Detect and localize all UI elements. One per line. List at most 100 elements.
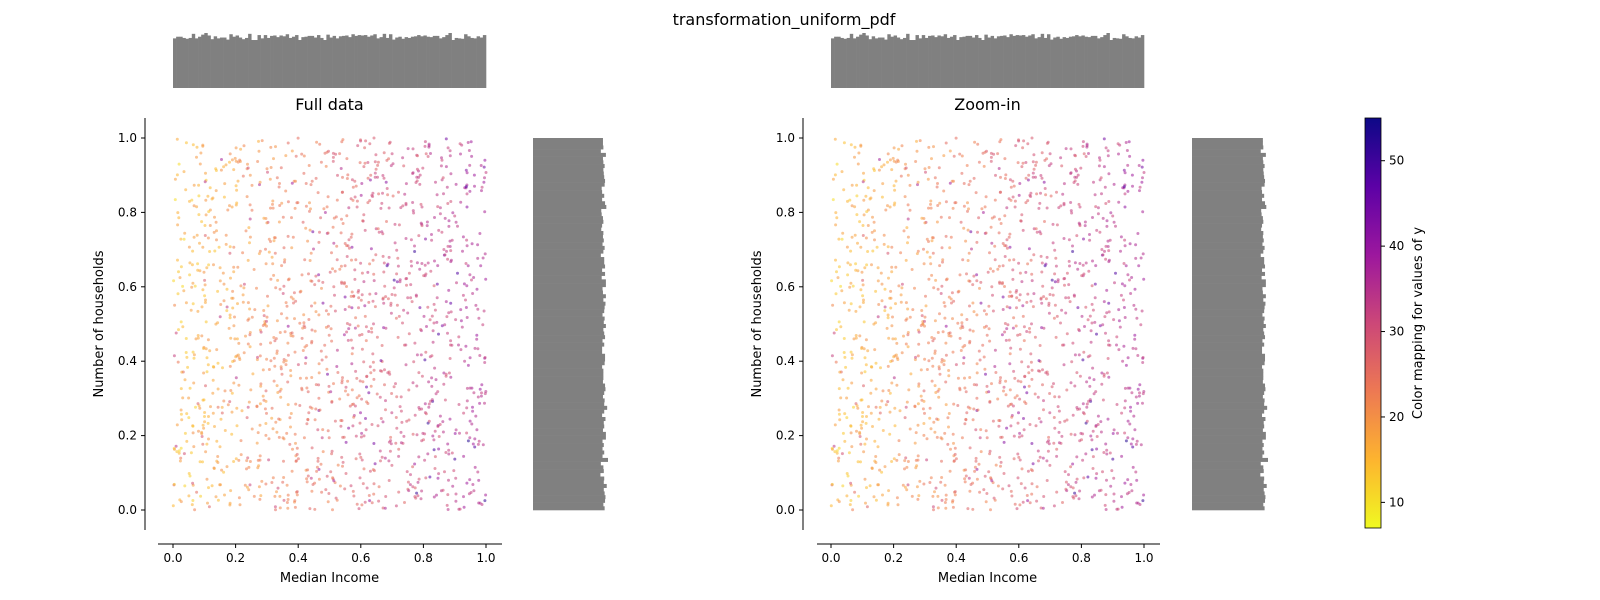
scatter-point: [394, 441, 398, 445]
scatter-point: [203, 294, 207, 298]
scatter-point: [927, 166, 931, 169]
histogram-bar: [865, 35, 869, 88]
scatter-point: [371, 191, 375, 195]
histogram-bar: [354, 35, 358, 88]
histogram-bar: [924, 37, 929, 88]
scatter-point: [1082, 350, 1086, 354]
scatter-point: [281, 215, 285, 219]
scatter-point: [973, 140, 977, 144]
scatter-point: [228, 152, 232, 156]
scatter-point: [314, 176, 318, 180]
scatter-point: [1073, 261, 1077, 265]
scatter-point: [335, 198, 339, 202]
scatter-point: [246, 166, 250, 170]
scatter-point: [456, 224, 459, 228]
scatter-point: [431, 340, 435, 344]
histogram-bar: [946, 37, 951, 88]
scatter-point: [392, 286, 396, 290]
histogram-bar: [219, 37, 224, 88]
x-tick-label: 0.8: [1072, 551, 1091, 565]
scatter-point: [864, 501, 867, 505]
scatter-point: [1064, 311, 1068, 315]
histogram-bar: [533, 495, 606, 500]
scatter-point: [858, 220, 862, 224]
scatter-point: [864, 363, 868, 367]
scatter-point: [301, 220, 305, 224]
scatter-point: [326, 429, 330, 433]
scatter-point: [192, 183, 196, 187]
histogram-bar: [533, 324, 606, 329]
scatter-point: [1009, 424, 1013, 428]
scatter-point: [402, 308, 406, 312]
scatter-point: [271, 206, 275, 210]
scatter-point: [203, 283, 207, 287]
scatter-point: [1104, 442, 1108, 446]
scatter-point: [380, 201, 384, 205]
histogram-bar: [831, 38, 835, 88]
histogram-bar: [533, 342, 605, 347]
scatter-point: [928, 406, 932, 410]
scatter-point: [271, 476, 275, 480]
scatter-point: [275, 384, 279, 388]
scatter-point: [341, 175, 344, 179]
scatter-point: [897, 284, 901, 288]
scatter-point: [965, 411, 969, 415]
scatter-point: [841, 431, 845, 435]
scatter-point: [923, 319, 926, 323]
scatter-point: [182, 289, 186, 293]
scatter-point: [220, 468, 224, 472]
scatter-point: [360, 431, 364, 435]
scatter-point: [295, 446, 299, 450]
scatter-point: [384, 408, 387, 412]
scatter-point: [339, 264, 343, 268]
scatter-point: [1090, 284, 1094, 288]
scatter-point: [331, 476, 335, 480]
scatter-point: [285, 483, 289, 487]
scatter-point: [1085, 380, 1089, 384]
scatter-point: [930, 336, 934, 339]
scatter-point: [466, 363, 470, 367]
scatter-point: [873, 238, 876, 242]
scatter-point: [1027, 384, 1031, 388]
scatter-point: [877, 483, 880, 487]
scatter-point: [333, 309, 337, 313]
scatter-point: [871, 215, 874, 219]
scatter-point: [232, 270, 236, 274]
scatter-point: [965, 164, 969, 167]
scatter-point: [324, 488, 328, 492]
scatter-point: [332, 479, 336, 483]
scatter-point: [880, 299, 884, 303]
scatter-point: [850, 235, 854, 239]
scatter-point: [478, 387, 482, 391]
scatter-point: [1029, 360, 1033, 364]
scatter-point: [947, 295, 951, 299]
scatter-point: [195, 233, 199, 237]
scatter-point: [242, 286, 246, 290]
scatter-point: [1117, 152, 1120, 156]
scatter-point: [1120, 411, 1124, 415]
scatter-point: [934, 486, 938, 490]
scatter-point: [961, 258, 965, 262]
scatter-point: [428, 475, 432, 479]
scatter-point: [271, 202, 274, 206]
scatter-point: [1082, 476, 1086, 480]
scatter-point: [362, 360, 366, 364]
scatter-point: [971, 283, 975, 287]
scatter-point: [851, 284, 855, 288]
scatter-point: [893, 354, 897, 358]
scatter-point: [244, 229, 248, 233]
scatter-point: [975, 362, 979, 366]
scatter-point: [1042, 295, 1046, 299]
scatter-point: [191, 143, 195, 147]
scatter-point: [960, 313, 964, 317]
scatter-point: [417, 175, 421, 179]
scatter-point: [310, 304, 313, 308]
histogram-bar: [420, 36, 424, 88]
scatter-point: [954, 201, 958, 205]
scatter-point: [941, 330, 945, 334]
scatter-point: [442, 371, 446, 375]
scatter-point: [273, 364, 277, 368]
histogram-bar: [1192, 417, 1266, 422]
scatter-point: [1044, 297, 1048, 301]
scatter-point: [928, 481, 932, 484]
